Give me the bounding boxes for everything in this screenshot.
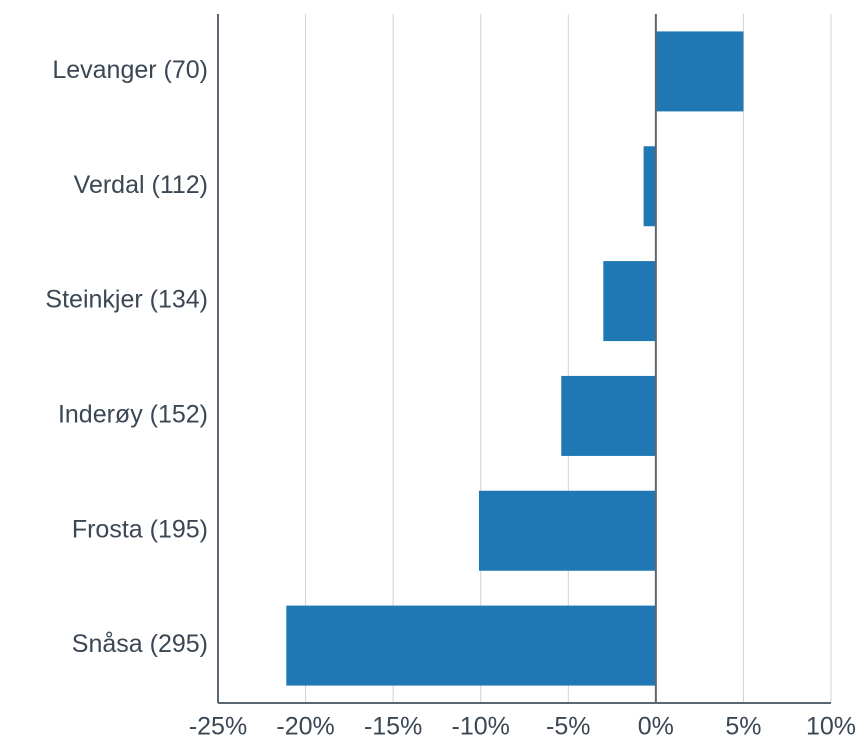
x-tick-label: -15% — [364, 713, 422, 741]
y-tick-label: Verdal (112) — [74, 171, 208, 199]
bar — [561, 375, 656, 456]
bar — [286, 605, 656, 686]
bar — [603, 261, 656, 342]
bar — [643, 146, 656, 227]
x-tick-label: -25% — [189, 713, 247, 741]
bar — [655, 31, 744, 112]
x-tick-label: -5% — [546, 713, 590, 741]
x-tick-label: 0% — [638, 713, 674, 741]
x-tick-label: 10% — [806, 713, 856, 741]
y-tick-label: Levanger (70) — [52, 56, 208, 84]
y-tick-label: Steinkjer (134) — [45, 286, 208, 314]
x-tick-label: 5% — [725, 713, 761, 741]
x-tick-label: -20% — [276, 713, 334, 741]
y-tick-label: Inderøy (152) — [58, 401, 208, 429]
y-tick-label: Frosta (195) — [72, 515, 208, 543]
y-tick-label: Snåsa (295) — [72, 630, 208, 658]
x-tick-label: -10% — [452, 713, 510, 741]
bar — [478, 490, 656, 571]
